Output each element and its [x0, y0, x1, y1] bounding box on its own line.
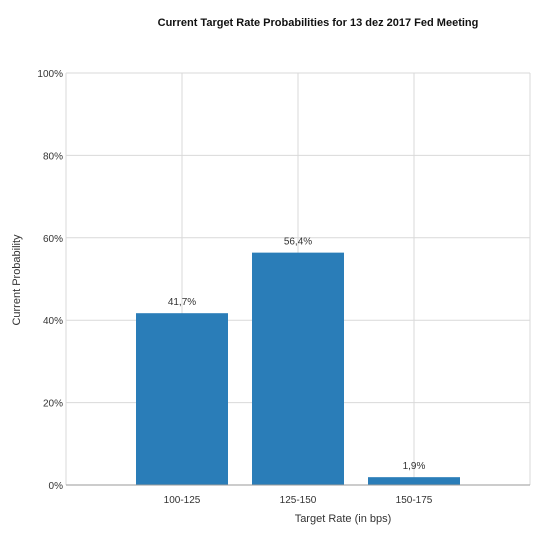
x-axis-ticks: 100-125 125-150 150-175 [164, 495, 433, 506]
bar-125-150 [252, 252, 344, 485]
x-tick-label: 125-150 [280, 495, 317, 506]
data-label: 41,7% [168, 297, 196, 308]
x-axis-label: Target Rate (in bps) [295, 513, 392, 525]
x-tick-label: 150-175 [396, 495, 433, 506]
y-tick-label: 40% [43, 316, 63, 327]
y-tick-label: 60% [43, 234, 63, 245]
bar-100-125 [136, 313, 228, 485]
chart-title: Current Target Rate Probabilities for 13… [158, 17, 479, 29]
y-tick-label: 100% [37, 69, 63, 80]
y-tick-label: 20% [43, 399, 63, 410]
x-tick-label: 100-125 [164, 495, 201, 506]
y-axis-label: Current Probability [11, 234, 23, 326]
data-label: 1,9% [403, 461, 426, 472]
y-tick-label: 0% [49, 481, 64, 492]
y-axis-ticks: 0% 20% 40% 60% 80% 100% [37, 69, 63, 492]
bar-150-175 [368, 477, 460, 485]
data-labels: 41,7% 56,4% 1,9% [168, 237, 426, 473]
data-label: 56,4% [284, 237, 312, 248]
y-tick-label: 80% [43, 151, 63, 162]
bars [136, 252, 460, 485]
